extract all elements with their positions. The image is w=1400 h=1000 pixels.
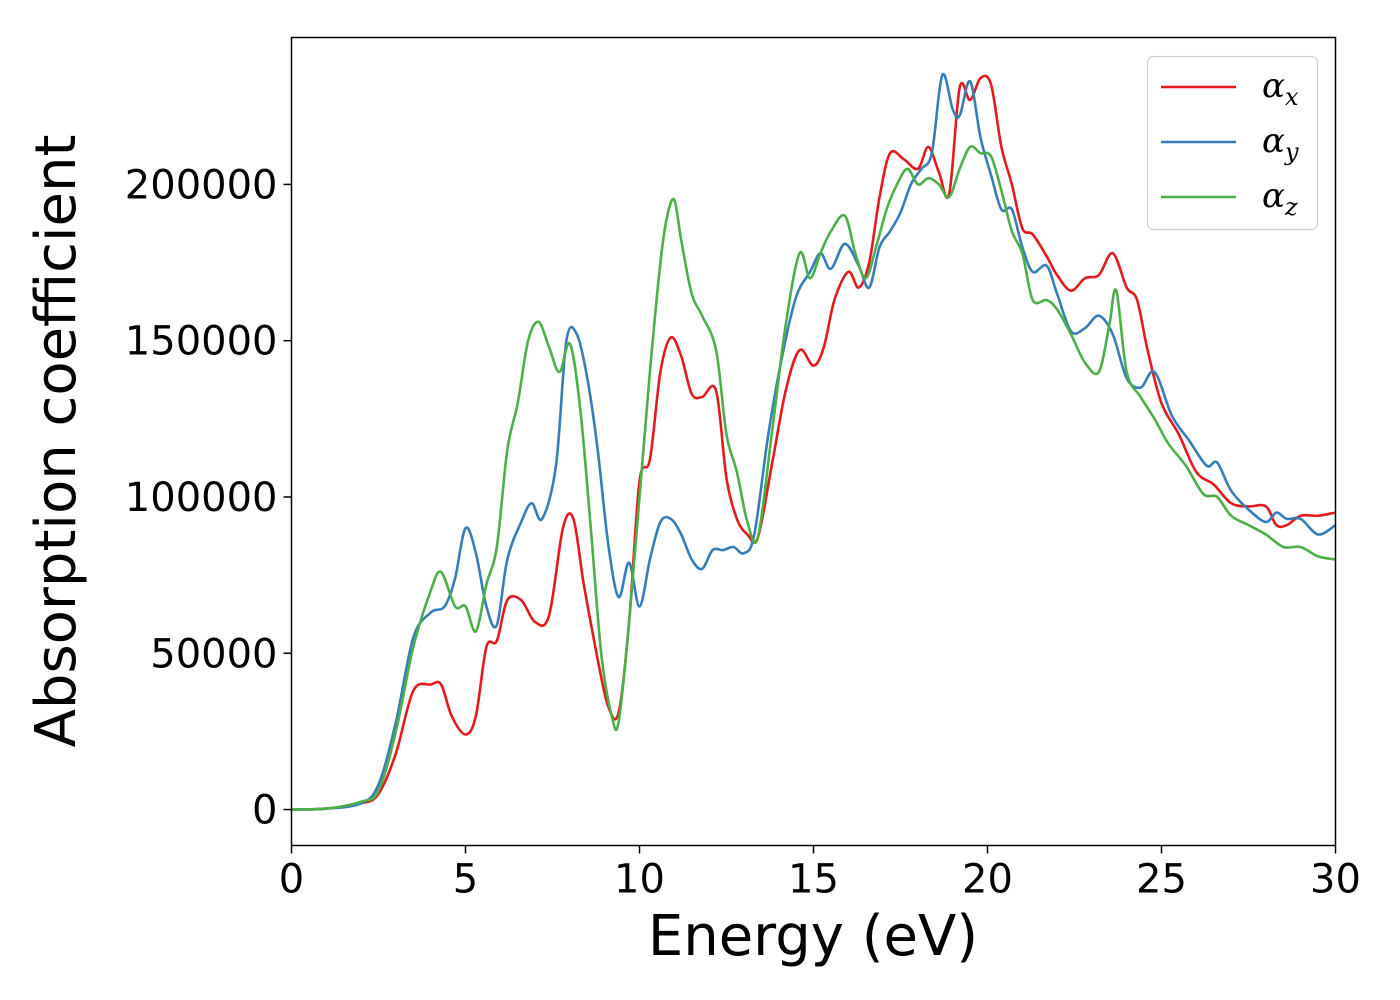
x-tick-label: 0 xyxy=(279,857,304,903)
y-axis-label: Absorption coefficient xyxy=(24,135,89,748)
x-tick-label: 20 xyxy=(962,857,1013,903)
legend-label-alpha-x: αx xyxy=(1262,66,1299,111)
x-tick-label: 30 xyxy=(1310,857,1361,903)
y-tick-label: 100000 xyxy=(125,475,278,521)
series-line-alpha-y xyxy=(291,72,1337,811)
y-tick-label: 50000 xyxy=(150,631,277,677)
legend-label-alpha-z: αz xyxy=(1262,176,1298,221)
x-tick-label: 10 xyxy=(614,857,665,903)
y-tick-label: 0 xyxy=(252,788,277,834)
x-tick-label: 25 xyxy=(1136,857,1187,903)
x-axis-label: Energy (eV) xyxy=(648,904,978,969)
series-line-alpha-z xyxy=(291,145,1336,811)
y-tick-label: 150000 xyxy=(125,319,278,365)
series-layer xyxy=(291,72,1337,811)
legend-label-alpha-y: αy xyxy=(1262,121,1299,166)
x-tick-label: 15 xyxy=(788,857,839,903)
legend: αx αy αz xyxy=(1146,55,1319,231)
y-tick-label: 200000 xyxy=(125,162,278,208)
ticks-layer: 0 5 10 15 20 25 30 0 50000 100000 150000 200000 xyxy=(125,162,1361,902)
x-tick-label: 5 xyxy=(453,857,478,903)
series-line-alpha-x xyxy=(291,74,1336,811)
